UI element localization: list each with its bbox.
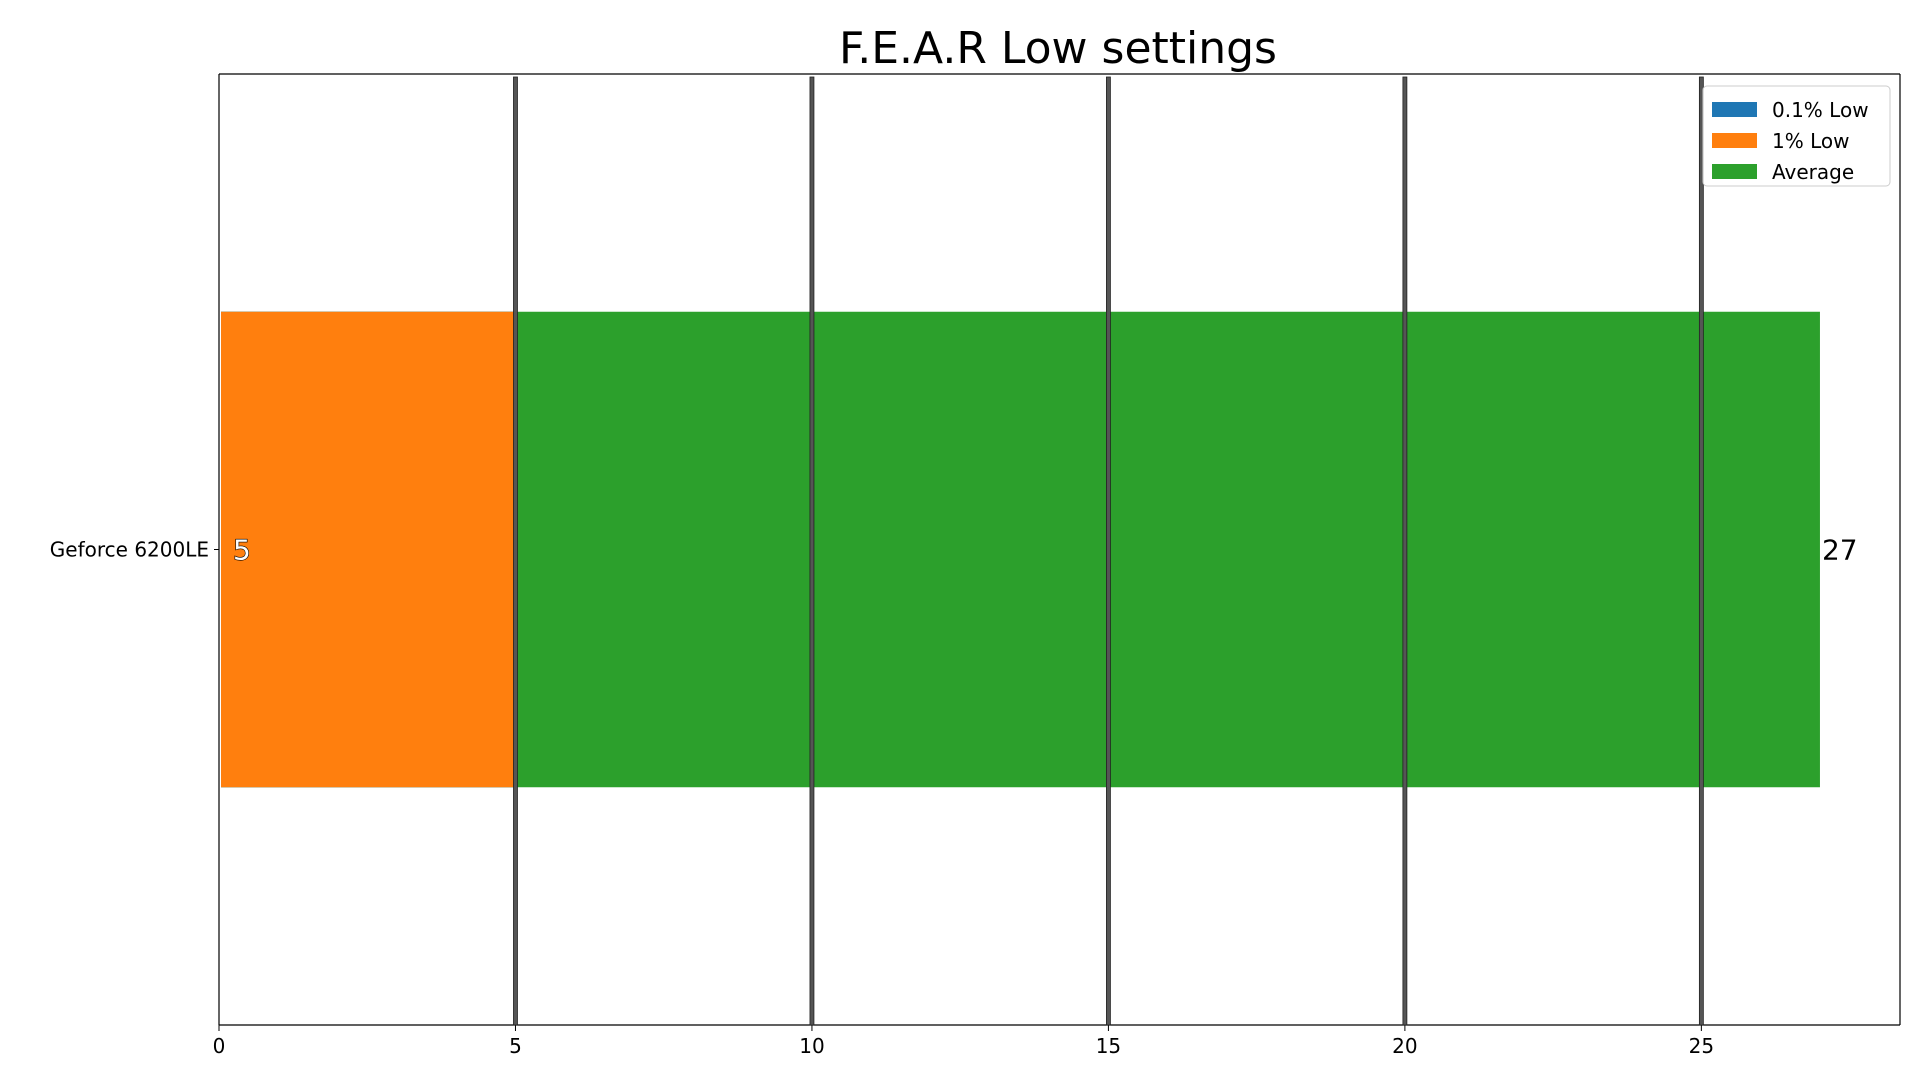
bar-1-low <box>221 311 516 788</box>
grid-line <box>809 76 815 1026</box>
grid-line <box>1402 76 1408 1026</box>
grid-line <box>1106 76 1111 1026</box>
legend: 0.1% Low 1% Low Average <box>1702 85 1891 187</box>
x-tick-label: 15 <box>1096 1034 1121 1058</box>
chart-title: F.E.A.R Low settings <box>839 23 1277 74</box>
legend-swatch-average <box>1712 164 1757 179</box>
y-tick-label: Geforce 6200LE <box>50 538 209 562</box>
data-label-0-1-low: 5 <box>233 534 251 567</box>
data-label-average: 27 <box>1822 534 1858 567</box>
grid-line <box>1698 76 1704 1026</box>
data-labels: 5 27 <box>232 533 1858 567</box>
grid-line <box>513 76 518 1026</box>
x-tick-label: 5 <box>509 1034 522 1058</box>
x-tick-label: 10 <box>799 1034 824 1058</box>
x-tick-label: 20 <box>1392 1034 1417 1058</box>
x-tick-label: 0 <box>213 1034 226 1058</box>
bars <box>221 311 1820 788</box>
legend-swatch-0-1-low <box>1712 102 1757 117</box>
legend-label-average: Average <box>1772 160 1854 184</box>
legend-label-1-low: 1% Low <box>1772 129 1849 153</box>
x-tick-label: 25 <box>1689 1034 1714 1058</box>
axes: Geforce 6200LE 0 5 10 15 20 25 <box>50 73 1901 1058</box>
legend-swatch-1-low <box>1712 133 1757 148</box>
legend-label-0-1-low: 0.1% Low <box>1772 98 1869 122</box>
grid-lines <box>513 76 1704 1026</box>
